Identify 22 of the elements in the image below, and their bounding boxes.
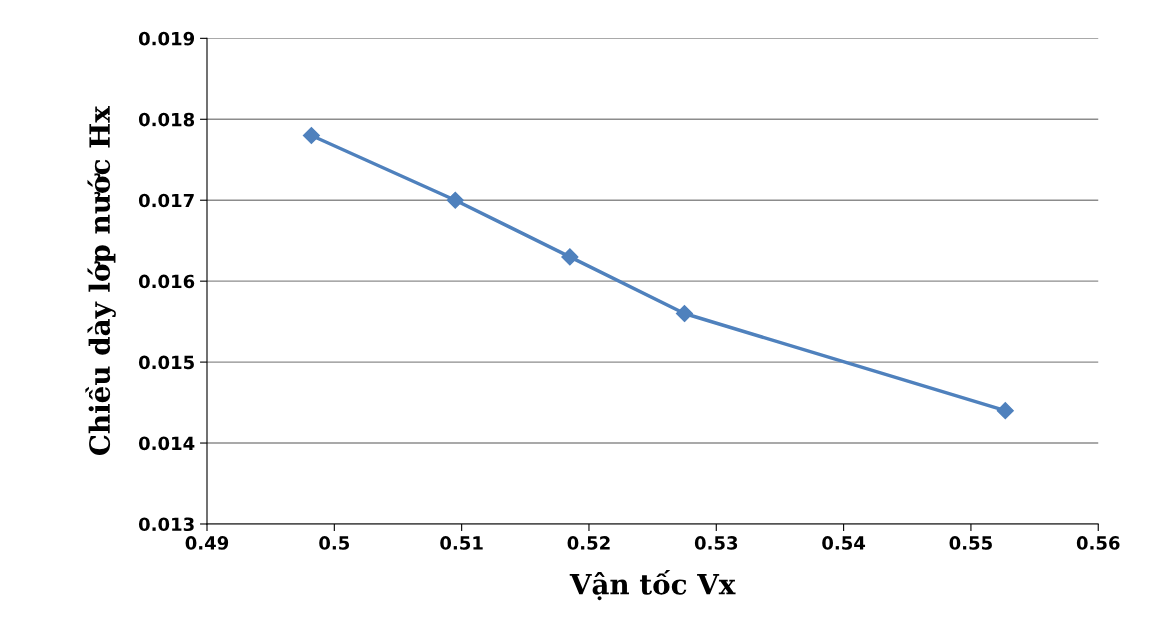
y-tick-label: 0.016 bbox=[138, 274, 195, 289]
point bbox=[302, 126, 320, 145]
x-tick-label: 0.52 bbox=[567, 536, 610, 550]
y-axis-title: Chiều dày lớp nước Hx bbox=[85, 105, 116, 456]
point bbox=[446, 191, 464, 209]
y-tick-label: 0.014 bbox=[138, 436, 195, 451]
x-tick-label: 0.56 bbox=[1076, 536, 1120, 550]
x-tick-label: 0.49 bbox=[185, 536, 229, 550]
x-tick-label: 0.53 bbox=[694, 536, 738, 550]
y-tick-label: 0.019 bbox=[138, 31, 195, 46]
point bbox=[675, 304, 694, 323]
y-tick-label: 0.018 bbox=[138, 112, 195, 127]
y-tick-label: 0.015 bbox=[138, 355, 194, 370]
y-tick-label: 0.013 bbox=[138, 517, 194, 532]
point bbox=[561, 248, 579, 266]
point bbox=[996, 402, 1014, 420]
x-tick-label: 0.5 bbox=[319, 536, 350, 550]
x-tick-label: 0.51 bbox=[440, 536, 483, 550]
x-tick-label: 0.55 bbox=[949, 536, 992, 550]
y-tick-label: 0.017 bbox=[138, 193, 194, 208]
x-tick-label: 0.54 bbox=[822, 536, 866, 550]
x-axis-title: Vận tốc Vx bbox=[569, 569, 736, 601]
